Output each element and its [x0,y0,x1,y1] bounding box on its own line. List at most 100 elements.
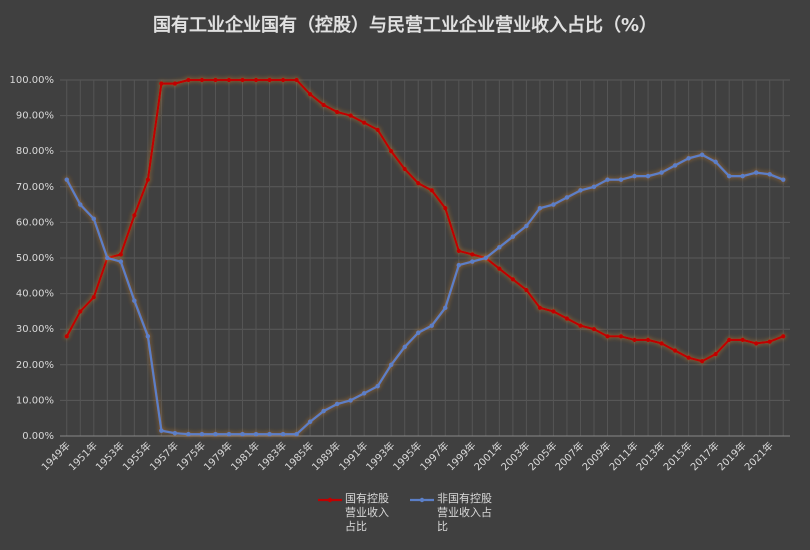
point [754,170,759,175]
point [510,234,516,239]
y-tick-label: 10.00% [16,395,54,406]
point [91,216,96,222]
point [578,188,583,193]
point [145,334,151,339]
point [294,77,299,83]
point [767,172,772,177]
point [754,341,759,346]
point [767,339,772,344]
x-tick-label: 1975年 [174,439,208,473]
point [78,202,83,207]
point [456,262,461,268]
legend-label: 非国有控股营业收入占比 [437,492,492,533]
point [321,408,326,414]
point [389,362,394,367]
point [781,334,786,339]
point [483,255,489,261]
x-tick-label: 1989年 [309,439,343,473]
point [334,401,340,407]
x-tick-label: 1957年 [147,439,181,473]
y-tick-label: 100.00% [10,75,55,86]
x-tick-label: 1951年 [66,439,100,473]
x-tick-label: 1981年 [228,439,262,473]
point [510,277,516,282]
x-tick-label: 1985年 [282,439,316,473]
point [199,432,205,437]
point [416,181,421,186]
point [659,341,664,346]
point [470,259,475,264]
line [65,153,784,436]
point [118,252,124,257]
x-tick-label: 1953年 [93,439,127,473]
point [280,432,286,437]
point [375,383,380,389]
point [334,109,340,115]
y-tick-label: 80.00% [16,146,54,157]
point [497,245,502,250]
point [672,348,678,353]
point [361,391,367,396]
y-tick-label: 50.00% [16,253,54,264]
y-tick-label: 90.00% [16,111,54,122]
point [551,202,556,207]
point [267,77,272,83]
point [618,177,624,182]
point [145,177,151,182]
point [699,359,705,364]
point [240,432,245,437]
point [632,337,637,343]
point [686,156,691,161]
point [443,305,448,311]
x-tick-label: 2001年 [471,439,505,473]
x-tick-label: 2021年 [742,439,776,473]
point [578,323,583,328]
x-tick-label: 1979年 [201,439,235,473]
series-0 [64,77,786,364]
point [416,330,421,335]
point [321,102,326,108]
point [659,170,664,175]
point [226,432,232,437]
y-tick-label: 40.00% [16,289,54,300]
point [699,152,705,157]
line [65,78,784,363]
point [713,351,718,357]
x-tick-label: 2013年 [633,439,667,473]
point [132,213,137,218]
point [253,77,259,83]
point [226,77,232,83]
point [105,255,110,261]
y-tick-label: 30.00% [16,324,54,335]
point [348,113,353,118]
point [240,77,245,83]
x-tick-label: 1995年 [390,439,424,473]
point [551,309,556,314]
point [159,428,164,433]
point [740,173,745,179]
point [64,177,69,182]
point [375,127,380,133]
x-tick-label: 2019年 [715,439,749,473]
point [672,163,678,168]
y-tick-label: 20.00% [16,360,54,371]
point [361,120,367,125]
point [564,195,570,200]
point [564,316,570,321]
y-tick-label: 70.00% [16,182,54,193]
point [118,259,124,264]
point [429,323,434,328]
point [389,149,394,154]
x-tick-label: 1983年 [255,439,289,473]
y-tick-label: 60.00% [16,217,54,228]
x-tick-label: 2015年 [660,439,694,473]
point [645,337,651,343]
x-tick-label: 2017年 [688,439,722,473]
point [726,173,732,179]
point [64,334,69,339]
point [686,355,691,360]
point [781,177,786,182]
point [470,252,475,257]
point [497,266,502,271]
